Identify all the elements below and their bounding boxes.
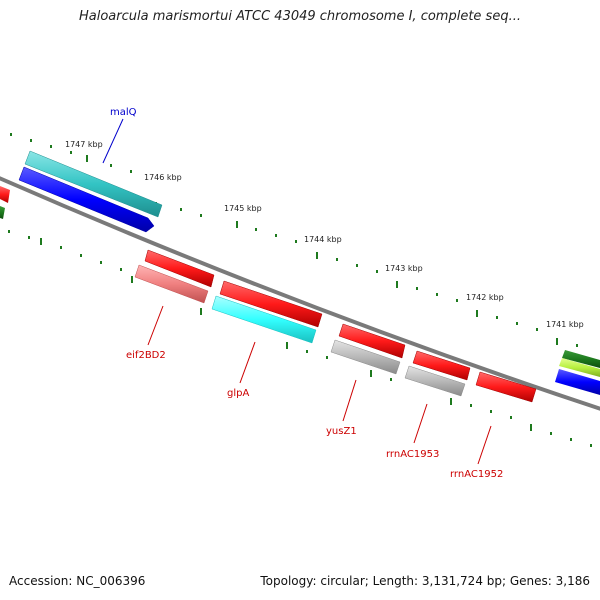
gene-rrnac1953-gray[interactable] xyxy=(404,365,466,397)
map-title: Haloarcula marismortui ATCC 43049 chromo… xyxy=(79,9,521,24)
gene-label-rrnac1953[interactable]: rrnAC1953 xyxy=(386,449,439,460)
gene-label-rrnac1952[interactable]: rrnAC1952 xyxy=(450,469,503,480)
leader-line-malq xyxy=(102,118,124,164)
gene-lime-right[interactable] xyxy=(559,358,600,377)
axis-label-1745kbp: 1745 kbp xyxy=(224,204,262,213)
axis-label-1747kbp: 1747 kbp xyxy=(65,140,103,149)
leader-line-yusz1 xyxy=(342,379,357,422)
chromosome-backbone xyxy=(0,176,600,411)
gene-glpa-red[interactable] xyxy=(219,280,323,328)
leader-line-glpa xyxy=(239,341,256,384)
topology-text: Topology: circular; Length: 3,131,724 bp… xyxy=(260,574,590,588)
gene-label-glpa[interactable]: glpA xyxy=(227,388,249,399)
gene-label-malq[interactable]: malQ xyxy=(110,107,137,118)
gene-eif2bd2-pink[interactable] xyxy=(134,264,209,304)
leader-line-eif2bd2 xyxy=(147,305,164,346)
accession-text: Accession: NC_006396 xyxy=(9,574,146,588)
gene-eif2bd2-red[interactable] xyxy=(144,249,215,288)
feature-green-left-edge[interactable] xyxy=(0,206,5,219)
gene-rrnac1953-red[interactable] xyxy=(412,350,471,381)
gene-yusz1-gray[interactable] xyxy=(330,339,401,375)
inner-tick-row xyxy=(8,230,592,447)
gene-blue-right[interactable] xyxy=(555,369,600,395)
leader-line-rrnac1953 xyxy=(413,403,428,444)
gene-malq-teal[interactable] xyxy=(24,150,163,218)
axis-label-1743kbp: 1743 kbp xyxy=(385,264,423,273)
axis-label-1742kbp: 1742 kbp xyxy=(466,293,504,302)
gene-green-right[interactable] xyxy=(562,350,600,368)
gene-yusz1-red[interactable] xyxy=(338,323,406,359)
gene-label-eif2bd2[interactable]: eif2BD2 xyxy=(126,350,166,361)
gene-glpa-cyan[interactable] xyxy=(211,295,317,344)
gene-label-yusz1[interactable]: yusZ1 xyxy=(326,426,357,437)
gene-rrnac1952-red[interactable] xyxy=(475,371,537,403)
axis-label-1744kbp: 1744 kbp xyxy=(304,235,342,244)
axis-label-1746kbp: 1746 kbp xyxy=(144,173,182,182)
leader-line-rrnac1952 xyxy=(477,425,492,465)
axis-label-1741kbp: 1741 kbp xyxy=(546,320,584,329)
gene-blue-reverse[interactable] xyxy=(18,166,155,233)
feature-red-left-edge[interactable] xyxy=(0,186,10,203)
